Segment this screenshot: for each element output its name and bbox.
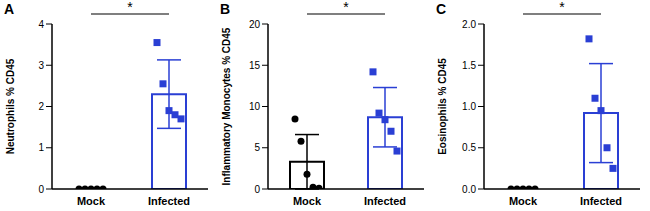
svg-text:B: B xyxy=(220,1,230,17)
svg-text:C: C xyxy=(436,1,446,17)
svg-text:1.0: 1.0 xyxy=(462,101,476,112)
svg-text:A: A xyxy=(8,1,14,17)
svg-text:*: * xyxy=(127,0,133,15)
svg-text:Neutrophils % CD45: Neutrophils % CD45 xyxy=(8,58,16,154)
svg-text:15: 15 xyxy=(249,60,261,71)
svg-text:Inflammatory Monocytes % CD45: Inflammatory Monocytes % CD45 xyxy=(221,27,232,185)
svg-text:20: 20 xyxy=(249,19,261,30)
svg-text:Mock: Mock xyxy=(293,195,322,207)
svg-text:2.0: 2.0 xyxy=(462,19,476,30)
svg-text:Eosinophils % CD45: Eosinophils % CD45 xyxy=(437,58,448,155)
svg-text:0: 0 xyxy=(38,184,44,195)
svg-text:0: 0 xyxy=(254,184,260,195)
svg-text:*: * xyxy=(559,0,565,15)
svg-text:Mock: Mock xyxy=(509,195,538,207)
svg-text:*: * xyxy=(343,0,349,15)
svg-text:3: 3 xyxy=(38,60,44,71)
svg-text:1.5: 1.5 xyxy=(462,60,476,71)
svg-text:Infected: Infected xyxy=(580,195,622,207)
svg-text:2: 2 xyxy=(38,101,44,112)
svg-text:0.5: 0.5 xyxy=(462,142,476,153)
svg-text:10: 10 xyxy=(249,101,261,112)
svg-text:1: 1 xyxy=(38,142,44,153)
svg-text:Mock: Mock xyxy=(77,195,106,207)
svg-text:5: 5 xyxy=(254,142,260,153)
svg-text:4: 4 xyxy=(38,19,44,30)
svg-text:0.0: 0.0 xyxy=(462,184,476,195)
svg-text:Infected: Infected xyxy=(364,195,406,207)
svg-text:Infected: Infected xyxy=(148,195,190,207)
